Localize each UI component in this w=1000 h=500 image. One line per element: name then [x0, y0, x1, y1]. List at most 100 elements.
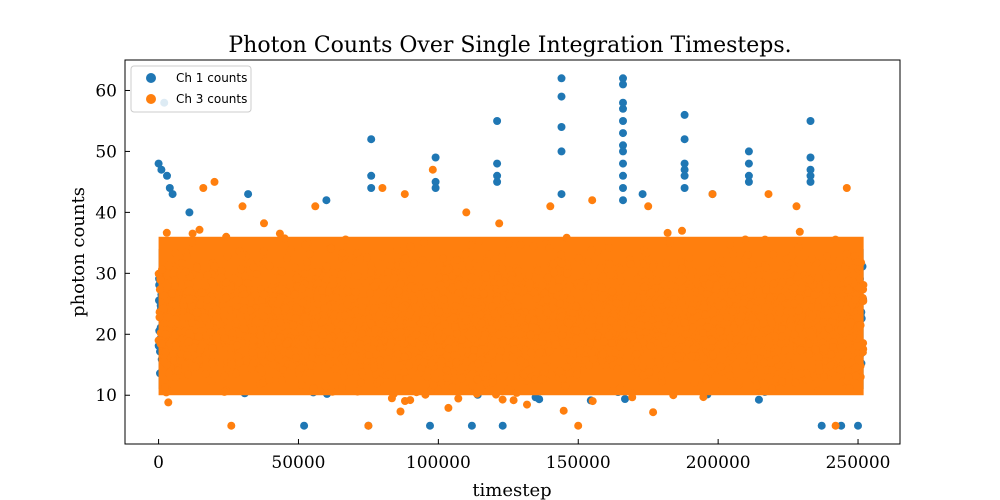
data-point	[583, 272, 592, 281]
data-point	[657, 371, 666, 380]
data-point	[457, 374, 466, 383]
data-point	[161, 348, 170, 357]
data-point	[350, 351, 359, 360]
data-point	[341, 260, 350, 269]
data-point	[232, 296, 241, 305]
data-point	[431, 290, 440, 299]
data-point	[750, 354, 758, 362]
data-point	[760, 358, 769, 367]
data-point	[168, 269, 177, 278]
data-point	[843, 366, 852, 375]
data-point	[383, 274, 392, 283]
data-point	[775, 304, 784, 313]
data-point	[524, 366, 533, 375]
data-point	[558, 331, 567, 340]
data-point	[384, 347, 393, 356]
data-point	[659, 325, 668, 334]
data-point	[849, 270, 858, 279]
data-point	[435, 308, 444, 317]
data-point	[823, 252, 831, 261]
data-point	[852, 363, 861, 372]
data-point	[545, 244, 554, 253]
data-point	[248, 348, 257, 357]
data-point	[171, 315, 180, 324]
data-point	[793, 273, 802, 281]
data-point	[723, 327, 732, 336]
data-point	[483, 362, 492, 371]
data-point	[569, 349, 577, 358]
outlier-point	[493, 171, 502, 180]
data-point	[297, 364, 306, 373]
data-point	[448, 383, 457, 391]
data-point	[790, 330, 799, 339]
data-point	[217, 273, 226, 282]
data-point	[468, 381, 477, 390]
data-point	[485, 250, 494, 259]
data-point	[649, 408, 658, 417]
data-point	[584, 302, 593, 311]
outlier-point	[557, 147, 566, 156]
data-point	[814, 353, 823, 362]
data-point	[370, 304, 379, 313]
data-point	[259, 247, 268, 256]
data-point	[559, 338, 568, 347]
data-point	[439, 254, 447, 263]
data-point	[240, 271, 249, 280]
data-point	[378, 349, 387, 358]
outlier-point	[837, 421, 846, 430]
data-point	[819, 344, 828, 353]
data-point	[320, 363, 329, 372]
data-point	[256, 364, 265, 373]
outlier-point	[854, 421, 862, 430]
data-point	[458, 335, 466, 344]
data-point	[513, 286, 522, 294]
data-point	[265, 375, 274, 384]
data-point	[853, 341, 862, 350]
outlier-point	[498, 421, 507, 430]
data-point	[492, 296, 501, 305]
data-point	[743, 250, 752, 259]
data-point	[586, 339, 594, 347]
data-point	[193, 263, 201, 272]
data-point	[184, 337, 193, 346]
data-point	[413, 309, 422, 318]
data-point	[545, 347, 554, 356]
data-point	[316, 340, 325, 349]
data-point	[738, 271, 747, 280]
outlier-point	[493, 117, 502, 125]
data-point	[628, 393, 637, 402]
data-point	[662, 259, 670, 268]
data-point	[309, 384, 318, 392]
data-point	[559, 406, 568, 415]
data-point	[853, 258, 862, 266]
data-point	[341, 235, 350, 244]
outlier-point	[431, 177, 440, 186]
data-point	[212, 313, 221, 322]
data-point	[831, 235, 840, 244]
data-point	[174, 366, 183, 375]
data-point	[541, 363, 550, 372]
data-point	[421, 390, 430, 399]
data-point	[444, 337, 453, 346]
series-2-points	[154, 165, 868, 430]
data-point	[308, 347, 317, 356]
data-point	[596, 263, 605, 272]
data-point	[486, 289, 495, 298]
data-point	[237, 251, 246, 260]
data-point	[770, 332, 779, 341]
data-point	[746, 362, 755, 370]
data-point	[207, 377, 216, 386]
data-point	[509, 396, 518, 405]
data-point	[796, 346, 805, 355]
data-point	[467, 241, 476, 250]
data-point	[832, 286, 841, 295]
data-point	[223, 252, 232, 261]
data-point	[529, 242, 538, 251]
outlier-point	[493, 159, 502, 168]
data-point	[665, 364, 674, 373]
data-point	[819, 318, 828, 327]
data-point	[769, 279, 778, 288]
data-point	[233, 341, 242, 350]
outlier-point	[619, 171, 627, 180]
data-point	[437, 357, 446, 366]
